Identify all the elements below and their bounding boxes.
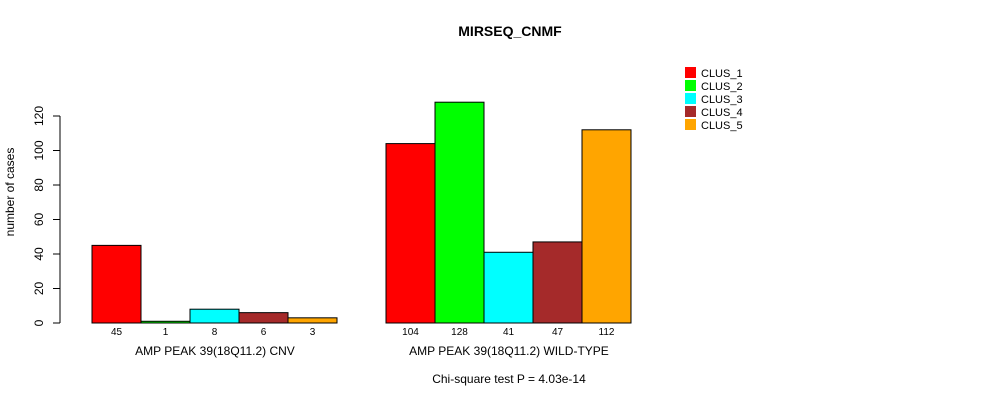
bar-clus-2-group-2 [434, 101, 485, 324]
bar-value-label: 3 [310, 327, 316, 338]
chart-title: MIRSEQ_CNMF [458, 23, 562, 39]
legend-label: CLUS_3 [701, 94, 743, 106]
y-axis-label: number of cases [3, 148, 17, 237]
bar-value-label: 8 [212, 327, 218, 338]
y-axis: 0 20 40 60 80 100 120 [32, 106, 61, 326]
legend-swatch [685, 80, 696, 91]
legend-swatch [685, 93, 696, 104]
group-label-cnv: AMP PEAK 39(18Q11.2) CNV [135, 344, 295, 358]
bar-value-label: 45 [111, 327, 123, 338]
bar-clus-2-group-1 [140, 320, 191, 324]
bar-clus-3-group-2 [483, 251, 534, 324]
legend-swatch [685, 119, 696, 130]
bar-value-label: 112 [599, 327, 615, 338]
y-tick-label: 20 [32, 282, 46, 296]
bar-clus-5-group-2 [581, 129, 632, 324]
bar-value-label: 128 [451, 327, 468, 338]
legend-label: CLUS_1 [701, 68, 743, 80]
legend-swatch [685, 67, 696, 78]
bar-clus-4-group-2 [532, 241, 583, 324]
bar-clus-4-group-1 [238, 312, 289, 324]
legend-label: CLUS_2 [701, 81, 743, 93]
group-label-wild-type: AMP PEAK 39(18Q11.2) WILD-TYPE [409, 344, 609, 358]
bar-clus-1-group-2 [385, 143, 436, 324]
bar-value-label: 41 [503, 327, 515, 338]
y-tick-label: 0 [32, 319, 46, 326]
bars-layer [91, 101, 632, 324]
y-tick-label: 60 [32, 213, 46, 227]
chi-square-footnote: Chi-square test P = 4.03e-14 [432, 372, 586, 386]
bar-value-label: 1 [163, 327, 169, 338]
bar-clus-1-group-1 [91, 244, 142, 324]
legend-swatch [685, 106, 696, 117]
y-tick-label: 80 [32, 178, 46, 192]
bar-value-label: 104 [402, 327, 419, 338]
bar-clus-3-group-1 [189, 308, 240, 324]
bar-labels-layer: 45 1 8 6 3 104 128 41 47 112 [111, 327, 615, 338]
y-tick-label: 40 [32, 247, 46, 261]
bar-clus-5-group-1 [287, 317, 338, 324]
bar-value-label: 6 [261, 327, 267, 338]
bar-value-label: 47 [552, 327, 564, 338]
y-tick-label: 120 [32, 106, 46, 126]
legend-label: CLUS_4 [701, 107, 743, 119]
legend-label: CLUS_5 [701, 120, 743, 132]
y-tick-label: 100 [32, 140, 46, 160]
